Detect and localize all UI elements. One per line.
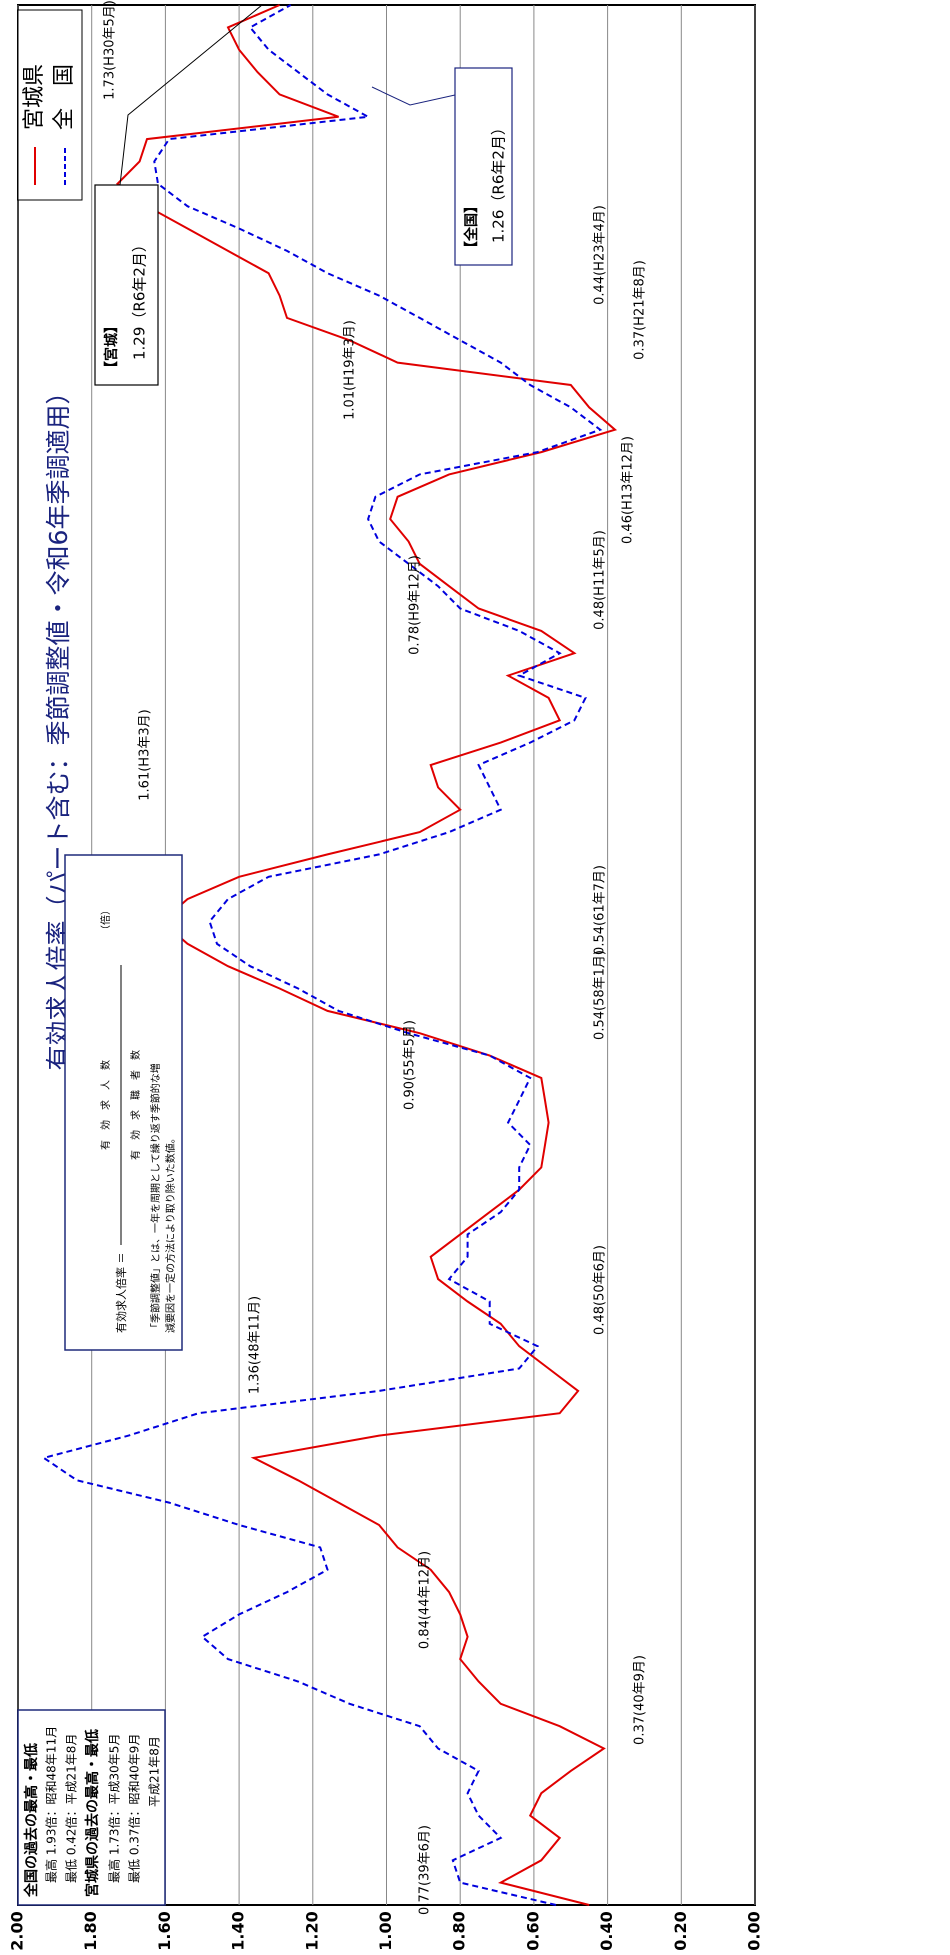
annotations: 0.77(39年6月) 0.37(40年9月) 0.84(44年12月) 1.36(4…: [103, 0, 648, 1915]
y-tick-label: 0.60: [523, 1911, 542, 1950]
legend: 宮城県全 国: [22, 64, 77, 185]
annotation: 0.78(H9年12月): [408, 555, 423, 655]
y-tick-label: 0.00: [745, 1911, 764, 1950]
annotation: 1.36(48年11月): [248, 1296, 263, 1394]
formula-numerator: 有 効 求 人 数: [99, 1060, 112, 1150]
annotation: 0.90(55年5月): [403, 1020, 418, 1110]
annotation: 1.01(H19年3月): [343, 320, 358, 420]
annotation: 0.48(H11年5月): [593, 530, 608, 630]
annotation: 0.37(40年9月): [633, 1655, 648, 1745]
annotation: 0.54(58年1月): [593, 950, 608, 1040]
leader-line: [371, 86, 456, 106]
legend-label: 宮城県: [22, 64, 47, 130]
callout-box: [94, 184, 159, 386]
records-line: 全国の過去の最高・最低: [23, 1743, 40, 1898]
y-tick-label: 1.80: [81, 1911, 100, 1950]
y-tick-label: 1.40: [229, 1911, 248, 1950]
records-box: [17, 1709, 166, 1906]
leader-line: [119, 4, 263, 186]
legend-label: 全 国: [52, 64, 77, 130]
y-tick-label: 1.00: [376, 1911, 395, 1950]
annotation: 0.44(H23年4月): [593, 205, 608, 305]
y-tick-label: 1.60: [155, 1911, 174, 1950]
formula-box: [64, 854, 183, 1351]
records-line: 最高 1.73倍：平成30年5月: [107, 1734, 122, 1883]
formula-unit: （倍）: [99, 905, 112, 935]
callout-title: 【全国】: [463, 199, 480, 255]
y-tick-label: 0.40: [597, 1911, 616, 1950]
formula-lhs: 有効求人倍率 ＝: [114, 1253, 128, 1334]
annotation: 0.54(61年7月): [593, 865, 608, 955]
series-line: [41, 4, 603, 1906]
annotation: 0.37(H21年8月): [633, 260, 648, 360]
y-tick-label: 0.80: [450, 1911, 469, 1950]
callout-text: 1.29（R6年2月）: [131, 237, 149, 360]
y-tick-label: 0.20: [671, 1911, 690, 1950]
series-line: [115, 4, 618, 1906]
annotation: 0.84(44年12月): [418, 1551, 433, 1649]
callout-box: [454, 67, 513, 266]
formula-denominator: 有 効 求 職 者 数: [129, 1050, 142, 1160]
callout-title: 【宮城】: [103, 319, 120, 375]
lines: [41, 4, 618, 1906]
rotated-chart: 有効求人倍率（パート含む：季節調整値・令和6年季調適用） 全国の過去の最高・最低…: [8, 0, 764, 1951]
annotation: 1.73(H30年5月): [103, 0, 118, 100]
y-tick-label: 2.00: [8, 1911, 27, 1950]
callout-text: 1.26（R6年2月）: [490, 120, 508, 243]
records-line: 最高 1.93倍：昭和48年11月: [44, 1726, 59, 1883]
y-tick-label: 1.20: [302, 1911, 321, 1950]
formula-note: 減要因を一定の方法により取り除いた数値。: [164, 1133, 177, 1333]
records-line: 最低 0.42倍：平成21年8月: [64, 1734, 79, 1883]
records-line: 最低 0.37倍：昭和40年9月: [127, 1734, 142, 1883]
annotation: 0.77(39年6月): [418, 1825, 433, 1915]
formula-note: 「季節調整値」とは、一年を周期として繰り返す季節的な増: [149, 1063, 162, 1333]
records-line: 宮城県の過去の最高・最低: [84, 1729, 101, 1897]
annotation: 0.46(H13年12月): [621, 436, 636, 544]
annotation: 1.61(H3年3月): [138, 709, 153, 800]
annotation: 0.48(50年6月): [593, 1245, 608, 1335]
records-line: 平成21年8月: [148, 1736, 162, 1807]
